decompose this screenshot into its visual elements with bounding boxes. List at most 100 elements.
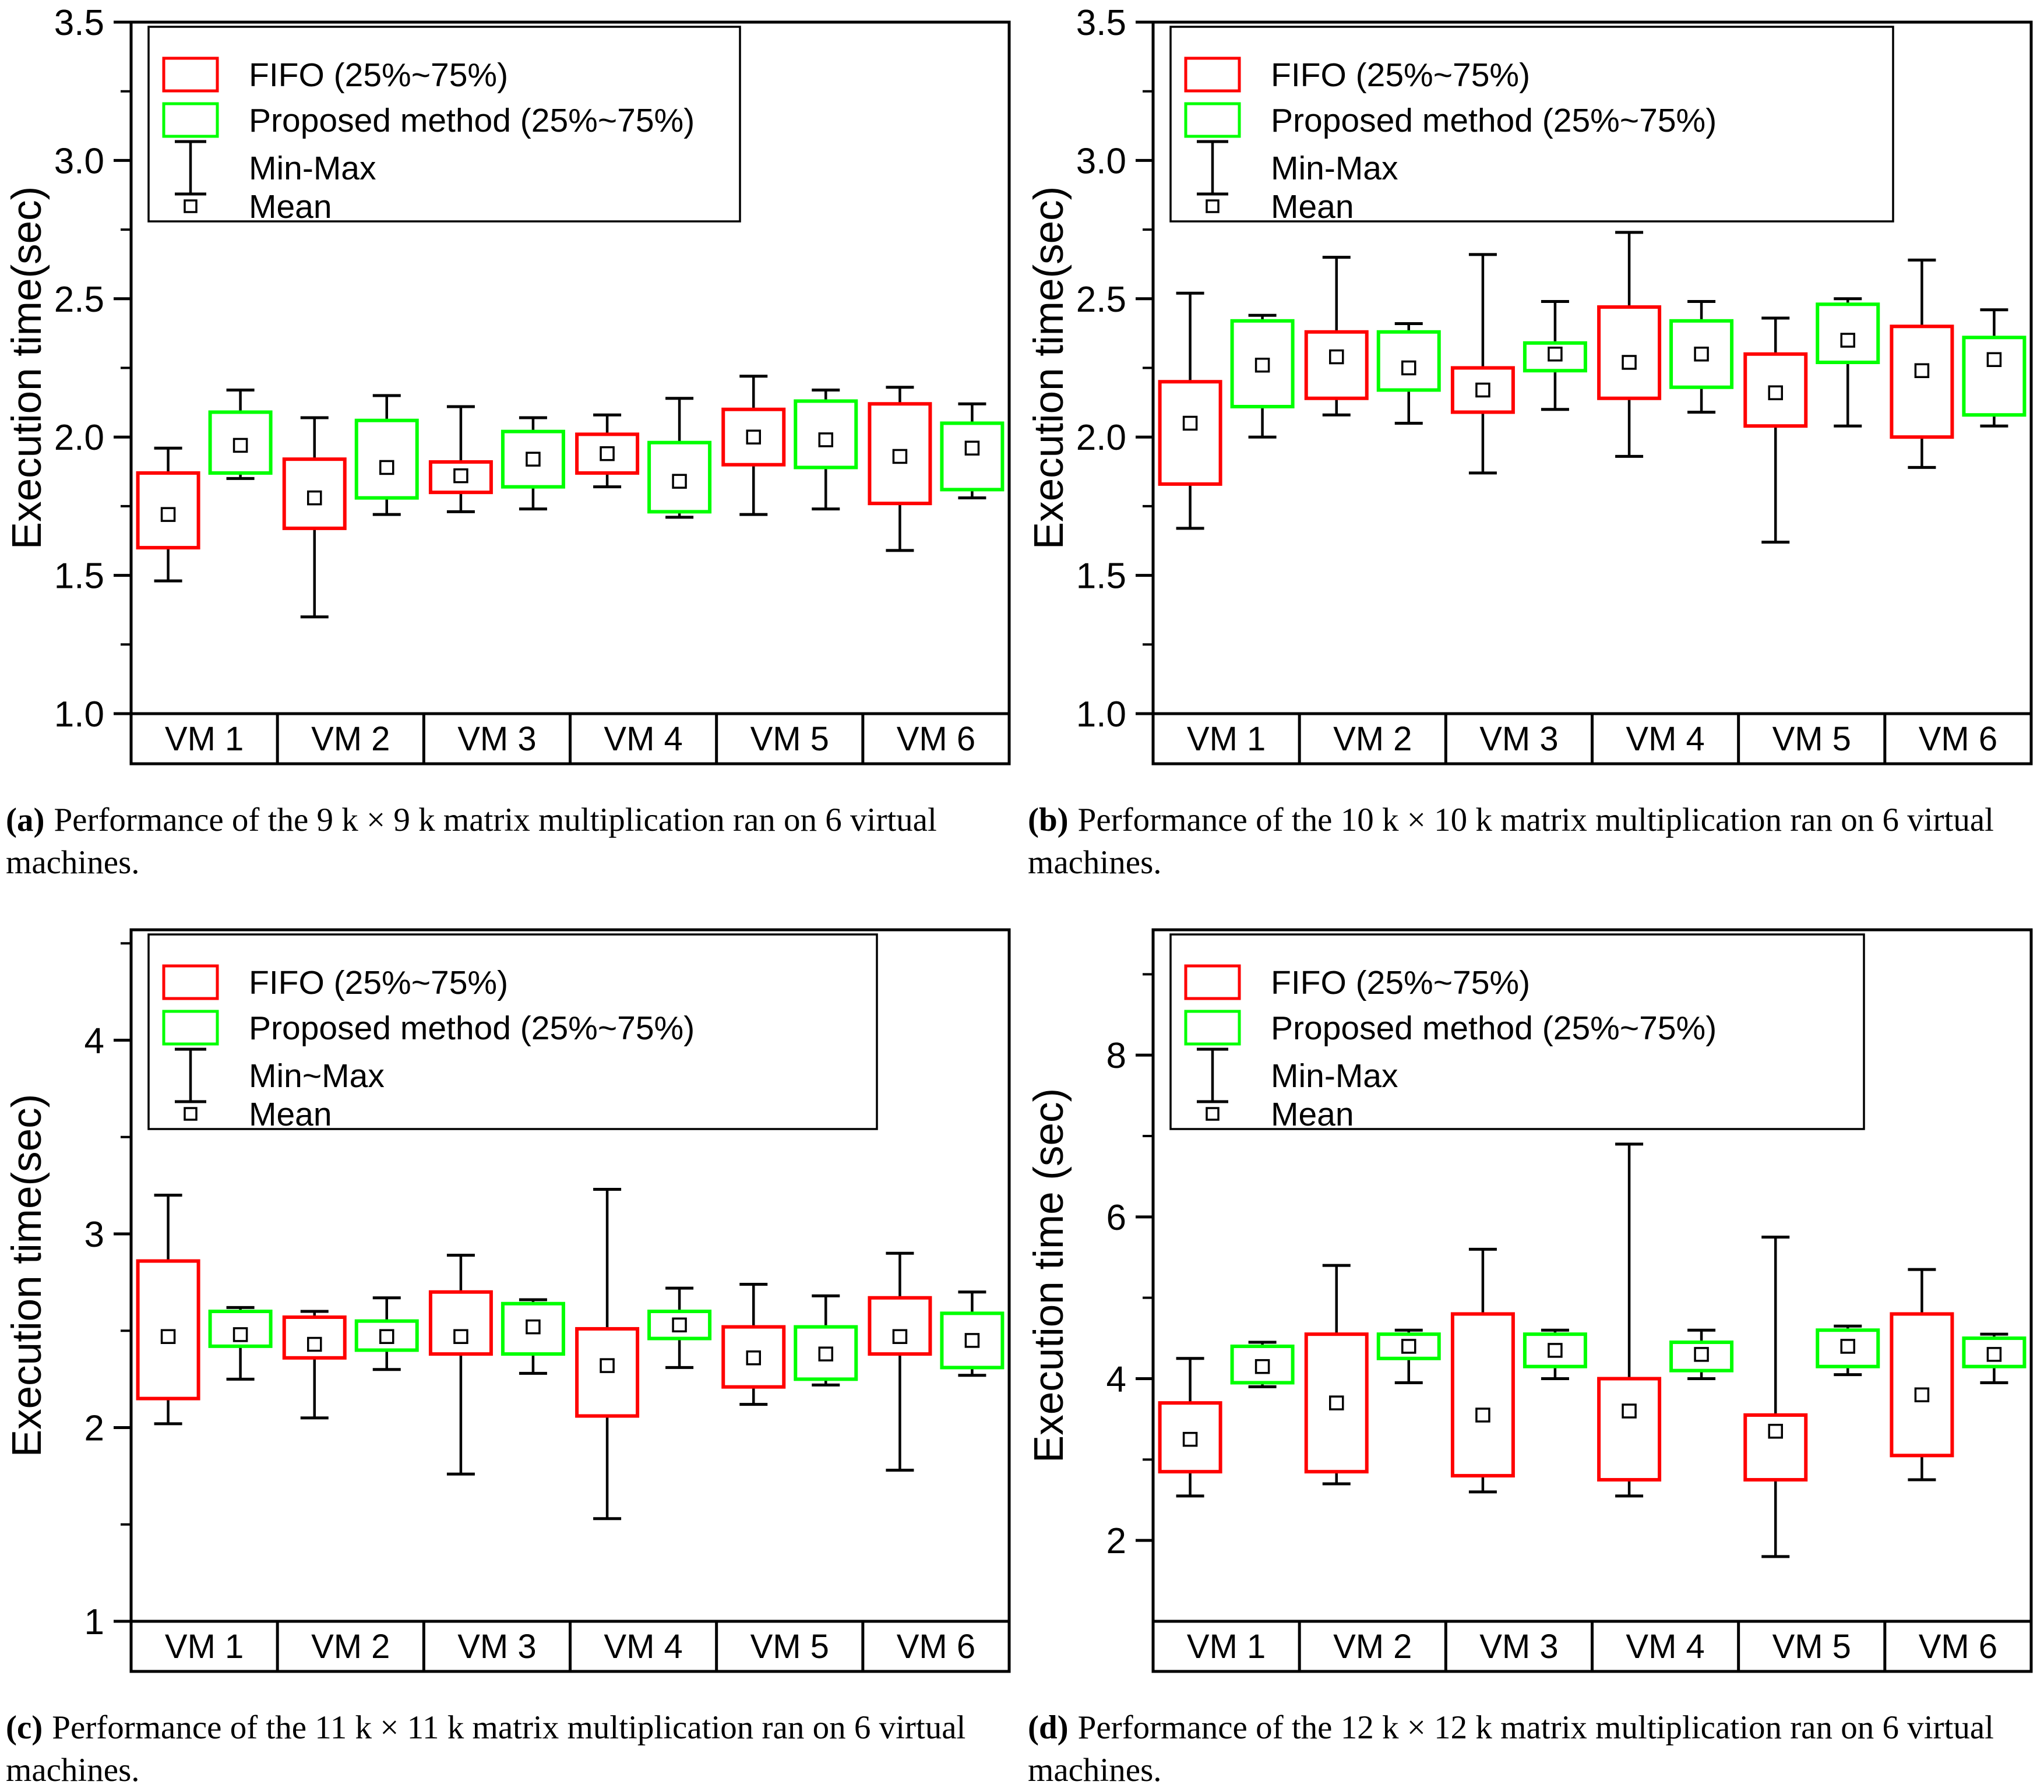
b-fifo-box-vm4 xyxy=(1597,231,1662,458)
y-tick-label: 8 xyxy=(1106,1036,1126,1076)
mean-marker xyxy=(1548,1343,1563,1358)
x-tick-label: VM 6 xyxy=(1919,720,1997,758)
b-proposed-box-vm1 xyxy=(1230,313,1295,439)
a-proposed-box-vm5 xyxy=(794,388,858,511)
mean-marker xyxy=(1401,360,1416,376)
d-proposed-box-vm2 xyxy=(1376,1328,1441,1384)
x-tick-label: VM 1 xyxy=(1187,720,1266,758)
d-fifo-box-vm1 xyxy=(1158,1357,1222,1498)
c-fifo-box-vm6 xyxy=(868,1251,932,1472)
caption-text-d: Performance of the 12 k × 12 k matrix mu… xyxy=(1028,1709,1994,1789)
legend-fifo-swatch xyxy=(162,57,219,93)
d-fifo-box-vm6 xyxy=(1890,1268,1954,1481)
mean-marker xyxy=(1914,1387,1930,1403)
a-proposed-box-vm6 xyxy=(940,402,1005,500)
mean-marker xyxy=(1548,347,1563,362)
y-tick-label: 2.0 xyxy=(1076,418,1126,458)
x-tick-label: VM 1 xyxy=(165,1628,244,1666)
mean-marker xyxy=(453,1329,468,1344)
a-fifo-box-vm6 xyxy=(868,386,932,552)
c-proposed-box-vm3 xyxy=(501,1298,565,1375)
y-tick-label: 1 xyxy=(84,1602,104,1642)
mean-marker xyxy=(1986,352,2002,368)
mean-marker xyxy=(160,1329,176,1344)
legend-mean-icon xyxy=(184,199,198,213)
legend-proposed-swatch xyxy=(162,1010,219,1046)
mean-marker xyxy=(1694,347,1709,362)
legend-proposed-swatch xyxy=(162,102,219,138)
mean-marker xyxy=(1840,1339,1855,1354)
y-tick-label: 2.5 xyxy=(1076,280,1126,320)
y-axis-title: Execution time (sec) xyxy=(1026,1088,1072,1463)
x-tick-label: VM 4 xyxy=(1626,720,1704,758)
y-tick-label: 1.5 xyxy=(54,556,104,597)
caption-text-c: Performance of the 11 k × 11 k matrix mu… xyxy=(6,1709,966,1789)
legend-mean-icon xyxy=(1206,199,1220,213)
x-tick-label: VM 3 xyxy=(1479,720,1558,758)
mean-marker xyxy=(1182,415,1198,431)
legend-fifo-label: FIFO (25%~75%) xyxy=(1271,964,1530,1001)
legend-minmax-icon xyxy=(175,140,206,196)
chart-b: 3.5 3.0 2.5 2.0 1.5 1.0 Execution time(sec) VM … xyxy=(1026,3,2033,766)
mean-marker xyxy=(1254,1359,1270,1374)
mean-marker xyxy=(1768,385,1783,400)
b-fifo-box-vm1 xyxy=(1158,291,1222,530)
caption-label-a: (a) xyxy=(6,802,45,838)
mean-marker xyxy=(1986,1347,2002,1362)
a-proposed-box-vm3 xyxy=(501,416,565,511)
caption-label-c: (c) xyxy=(6,1709,43,1746)
c-fifo-box-vm1 xyxy=(136,1194,200,1426)
x-tick-label: VM 5 xyxy=(750,720,829,758)
mean-marker xyxy=(746,1350,761,1366)
a-proposed-box-vm2 xyxy=(354,394,419,516)
panel-b: 3.5 3.0 2.5 2.0 1.5 1.0 Execution time(sec) VM … xyxy=(1022,0,2044,895)
legend-mean-label: Mean xyxy=(249,188,332,225)
x-tick-label: VM 4 xyxy=(604,720,682,758)
c-proposed-box-vm1 xyxy=(208,1306,273,1381)
mean-marker xyxy=(672,1317,687,1333)
mean-marker xyxy=(746,429,761,445)
c-proposed-box-vm2 xyxy=(354,1296,419,1371)
legend-fifo-swatch xyxy=(1184,57,1241,93)
chart-d: 8 6 4 2 Execution time (sec) VM 1 VM 2 VM 3 VM 4… xyxy=(1026,928,2033,1673)
legend-proposed-label: Proposed method (25%~75%) xyxy=(249,102,695,139)
legend-c: FIFO (25%~75%) Proposed method (25%~75%) M… xyxy=(147,933,878,1133)
legend-proposed-label: Proposed method (25%~75%) xyxy=(1271,1010,1717,1047)
mean-marker xyxy=(1768,1423,1783,1439)
c-proposed-box-vm6 xyxy=(940,1290,1005,1377)
x-tick-label: VM 3 xyxy=(457,1628,536,1666)
legend-mean-label: Mean xyxy=(1271,188,1354,225)
y-axis-title: Execution time(sec) xyxy=(1026,186,1072,549)
y-tick-label: 2.0 xyxy=(54,418,104,458)
y-axis-title: Execution time(sec) xyxy=(4,186,50,549)
mean-marker xyxy=(818,1346,833,1361)
x-tick-label: VM 4 xyxy=(1626,1628,1704,1666)
legend-fifo-label: FIFO (25%~75%) xyxy=(249,964,508,1001)
x-tick-label: VM 2 xyxy=(1333,1628,1412,1666)
legend-d: FIFO (25%~75%) Proposed method (25%~75%) M… xyxy=(1169,933,1865,1133)
y-axis-c: 4 3 2 1 Execution time(sec) xyxy=(4,942,131,1642)
panel-a: 3.5 3.0 2.5 2.0 1.5 1.0 Execution time(sec) VM … xyxy=(0,0,1022,895)
c-proposed-box-vm5 xyxy=(794,1294,858,1387)
x-tick-label: VM 6 xyxy=(897,1628,975,1666)
x-tick-label: VM 4 xyxy=(604,1628,682,1666)
y-tick-label: 2.5 xyxy=(54,280,104,320)
mean-marker xyxy=(1622,1403,1637,1419)
legend-mean-icon xyxy=(184,1107,198,1121)
legend-fifo-swatch xyxy=(1184,964,1241,1000)
c-fifo-box-vm3 xyxy=(428,1254,493,1476)
caption-text-a: Performance of the 9 k × 9 k matrix mult… xyxy=(6,802,937,881)
d-fifo-box-vm3 xyxy=(1450,1247,1515,1494)
mean-marker xyxy=(1329,1395,1344,1410)
y-tick-label: 2 xyxy=(84,1409,104,1449)
y-axis-b: 3.5 3.0 2.5 2.0 1.5 1.0 Execution time(sec) xyxy=(1026,3,1153,735)
legend-minmax-label: Min~Max xyxy=(249,1057,385,1095)
mean-marker xyxy=(526,451,541,467)
mean-marker xyxy=(379,460,394,475)
a-fifo-box-vm4 xyxy=(575,413,640,489)
b-proposed-box-vm2 xyxy=(1376,322,1441,425)
caption-c: (c) Performance of the 11 k × 11 k matrix… xyxy=(6,1707,1002,1792)
